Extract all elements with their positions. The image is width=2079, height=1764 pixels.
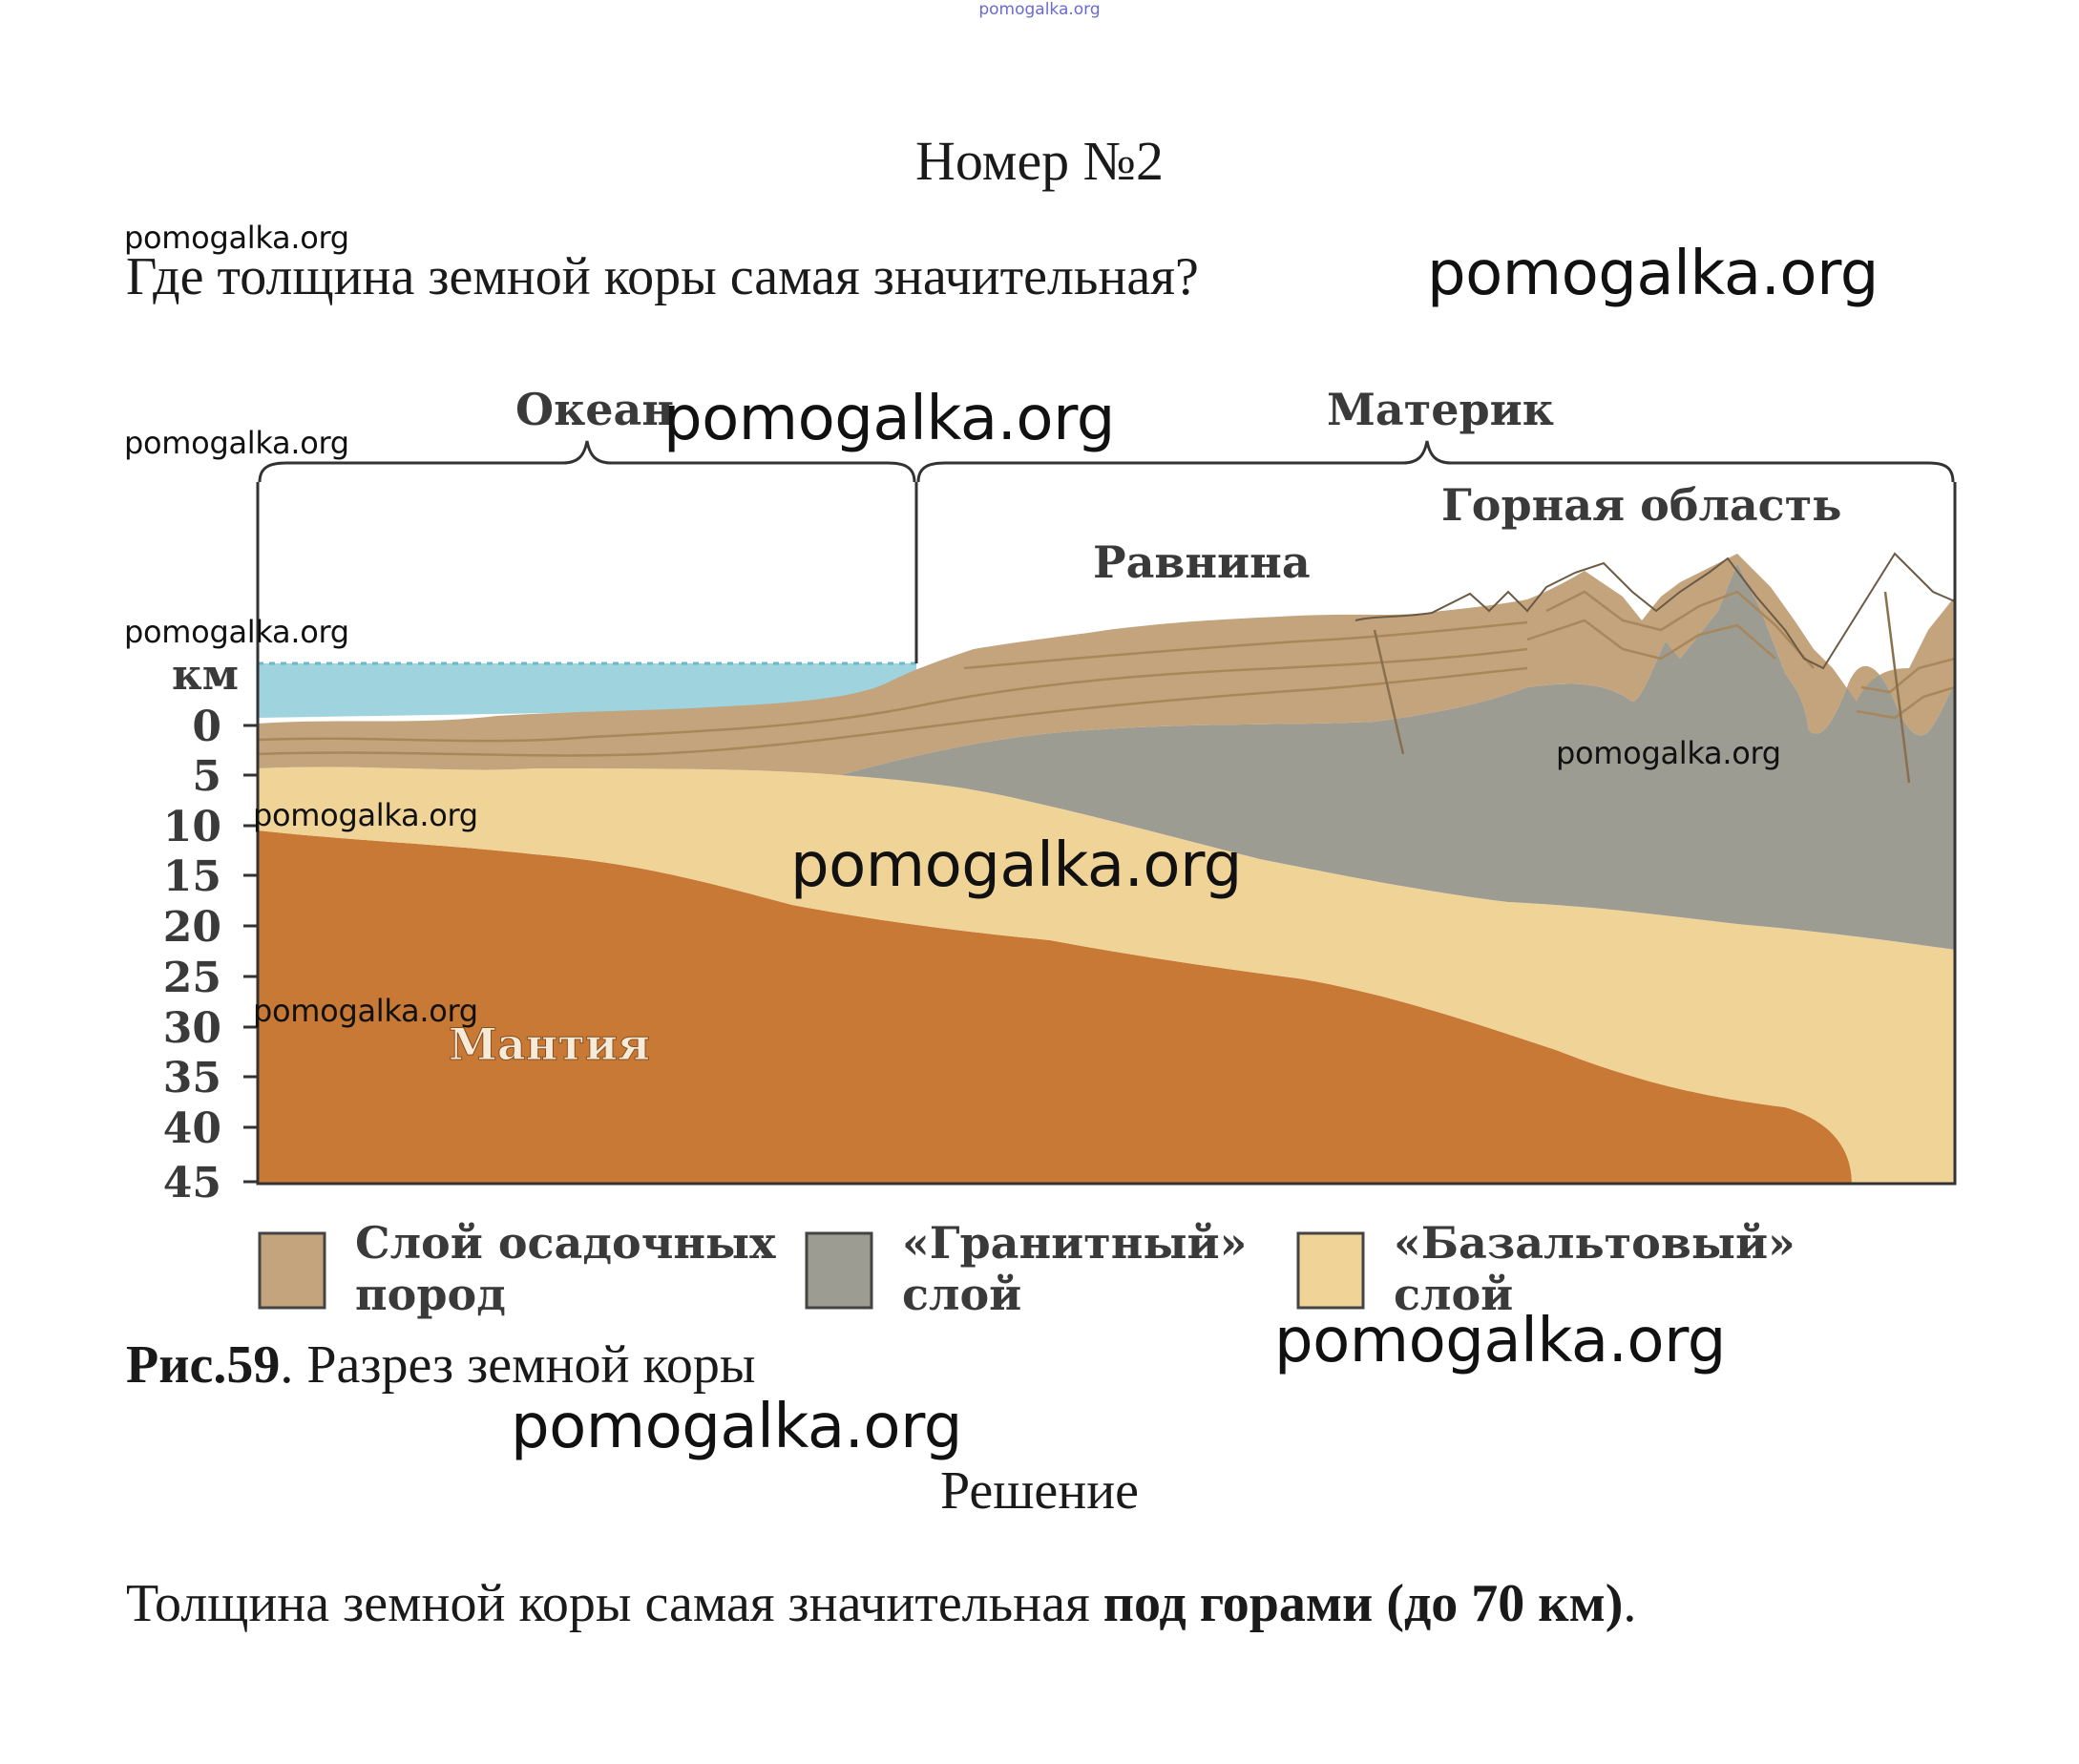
mantle-layer (258, 830, 1852, 1184)
caption-figure-number: Рис.59 (126, 1335, 281, 1395)
answer-text-end: . (1623, 1574, 1637, 1633)
axis-unit-label: км (172, 651, 239, 700)
axis-tick-label: 5 (192, 752, 221, 801)
watermark-text: pomogalka.org (511, 1392, 962, 1462)
legend-label-line: слой (1394, 1269, 1514, 1320)
watermark-text: pomogalka.org (1556, 735, 1781, 771)
axis-tick-label: 45 (163, 1159, 221, 1208)
legend-swatch-granite (805, 1231, 873, 1310)
watermark-text: pomogalka.org (1427, 239, 1879, 309)
watermark-text: pomogalka.org (124, 220, 349, 256)
granite-layer (840, 563, 1955, 950)
caption-text: . Разрез земной коры (280, 1335, 756, 1395)
watermark-text: pomogalka.org (253, 797, 478, 833)
answer-text-bold: под горами (до 70 км) (1102, 1574, 1624, 1633)
answer-text: Толщина земной коры самая значительная п… (126, 1573, 1636, 1634)
figure-frame (256, 482, 1957, 1186)
axis-tick-label: 40 (163, 1104, 221, 1153)
legend-label-line: «Гранитный» (902, 1217, 1248, 1269)
ocean-water (258, 663, 916, 718)
axis-tick-label: 30 (163, 1004, 221, 1053)
legend-label-line: пород (355, 1269, 506, 1320)
axis-tick-label: 10 (163, 803, 221, 851)
legend-item-basalt: «Базальтовый» слой (1394, 1217, 1796, 1320)
question-text: Где толщина земной коры самая значительн… (126, 247, 1199, 306)
solution-heading: Решение (939, 1461, 1140, 1521)
sediment-layer (258, 554, 1955, 775)
axis-tick-label: 15 (163, 852, 221, 901)
legend-label-line: Слой осадочных (355, 1217, 776, 1269)
axis-tick-label: 20 (163, 903, 221, 952)
basalt-layer (258, 766, 1955, 1184)
continent-label: Материк (1327, 384, 1554, 435)
mantle-label: Мантия (449, 1018, 650, 1070)
axis-tick-label: 35 (163, 1054, 221, 1102)
axis-tick-label: 25 (163, 954, 221, 1002)
watermark-text: pomogalka.org (253, 993, 478, 1029)
legend-swatch-sediment (258, 1231, 326, 1310)
watermark-text: pomogalka.org (790, 830, 1242, 901)
plain-label: Равнина (1093, 536, 1311, 588)
watermark-text: pomogalka.org (124, 614, 349, 650)
legend-swatch-basalt (1296, 1231, 1365, 1310)
ocean-label: Океан (515, 384, 674, 435)
mountain-region-label: Горная область (1441, 479, 1841, 531)
continent-brace (916, 440, 1955, 483)
ocean-brace (258, 440, 916, 483)
legend-item-sediment: Слой осадочных пород (355, 1217, 776, 1320)
watermark-text: pomogalka.org (1274, 1306, 1726, 1376)
watermark-text: pomogalka.org (663, 384, 1115, 454)
figure-caption: Рис.59. Разрез земной коры (126, 1334, 755, 1396)
axis-tick-label: 0 (192, 703, 221, 751)
legend-item-granite: «Гранитный» слой (902, 1217, 1247, 1320)
top-watermark: pomogalka.org (978, 0, 1101, 19)
page-title: Номер №2 (914, 130, 1165, 192)
answer-text-start: Толщина земной коры самая значительная (126, 1574, 1103, 1633)
watermark-text: pomogalka.org (124, 425, 349, 461)
legend-label-line: слой (902, 1269, 1022, 1320)
legend-label-line: «Базальтовый» (1394, 1217, 1796, 1269)
